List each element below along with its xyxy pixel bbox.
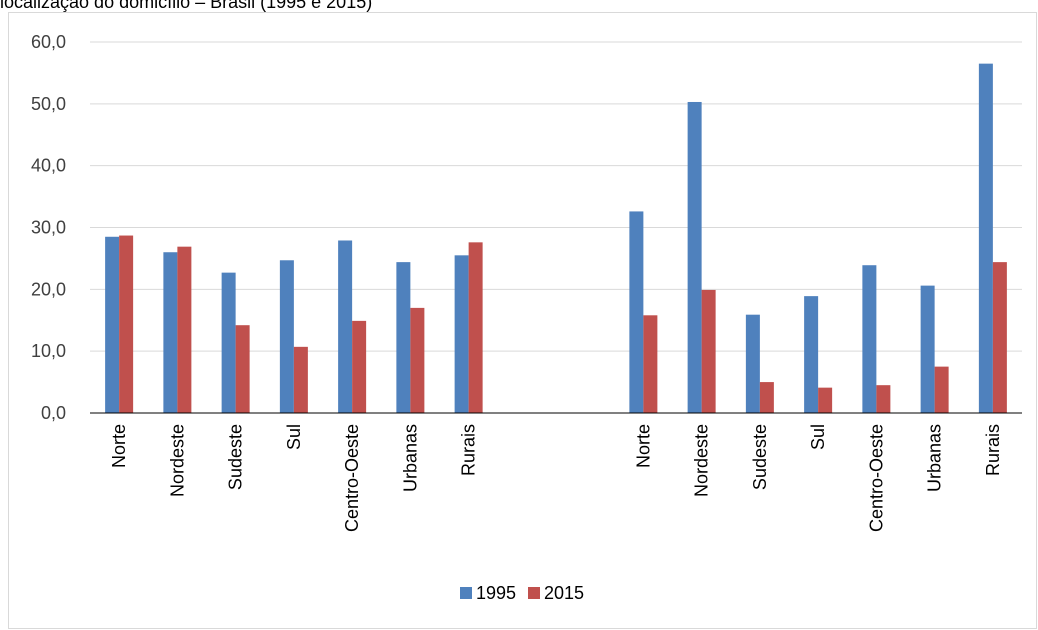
legend-swatch	[528, 587, 540, 599]
bar-2015	[410, 307, 425, 413]
bar-2015	[235, 325, 250, 413]
x-category-label: Sul	[808, 424, 828, 450]
bar-2015	[352, 320, 367, 413]
legend-swatch	[460, 587, 472, 599]
bars	[105, 63, 1007, 414]
x-category-label: Urbanas	[925, 424, 945, 492]
x-category-label: Nordeste	[692, 424, 712, 497]
x-category-label: Sudeste	[226, 424, 246, 490]
x-category-label: Centro-Oeste	[342, 424, 362, 532]
bar-1995	[978, 63, 993, 414]
x-category-label: Urbanas	[400, 424, 420, 492]
bar-1995	[862, 265, 877, 413]
x-category-label: Sudeste	[750, 424, 770, 490]
bar-2015	[468, 242, 483, 413]
y-tick-label: 20,0	[31, 279, 66, 299]
bar-1995	[279, 260, 294, 413]
bar-1995	[920, 285, 935, 413]
y-tick-label: 10,0	[31, 341, 66, 361]
bar-2015	[177, 246, 192, 413]
y-tick-label: 0,0	[41, 403, 66, 423]
bar-2015	[876, 385, 891, 413]
x-category-label: Nordeste	[167, 424, 187, 497]
bar-1995	[396, 262, 411, 413]
legend-label: 1995	[476, 583, 516, 603]
bar-1995	[687, 101, 702, 413]
x-category-label: Sul	[284, 424, 304, 450]
bar-1995	[629, 211, 644, 413]
x-category-label: Rurais	[983, 424, 1003, 476]
bar-2015	[701, 289, 716, 413]
bar-1995	[804, 296, 819, 413]
bar-1995	[163, 252, 178, 413]
y-tick-label: 60,0	[31, 32, 66, 52]
bar-1995	[221, 272, 236, 413]
bar-2015	[818, 387, 833, 413]
bar-2015	[119, 235, 134, 413]
y-tick-label: 50,0	[31, 94, 66, 114]
x-category-label: Norte	[109, 424, 129, 468]
bar-2015	[643, 315, 658, 413]
bar-1995	[338, 240, 353, 413]
y-tick-label: 30,0	[31, 218, 66, 238]
y-axis-tick-labels: 0,0 10,0 20,0 30,0 40,0 50,0 60,0	[31, 32, 66, 423]
legend-label: 2015	[544, 583, 584, 603]
bar-1995	[745, 314, 760, 413]
bar-2015	[759, 382, 774, 413]
bar-2015	[934, 366, 949, 413]
legend: 1995 2015	[460, 583, 584, 603]
chart-frame	[8, 12, 1037, 629]
x-axis-category-labels: Norte Nordeste Sudeste Sul Centro-Oeste Urban…	[109, 424, 1003, 532]
x-category-label: Centro-Oeste	[866, 424, 886, 532]
bar-2015	[992, 262, 1007, 413]
x-category-label: Norte	[633, 424, 653, 468]
bar-2015	[293, 346, 308, 413]
chart-title: localização do domicílio – Brasil (1995 …	[0, 0, 373, 12]
bar-1995	[105, 236, 120, 413]
x-category-label: Rurais	[459, 424, 479, 476]
y-tick-label: 40,0	[31, 156, 66, 176]
bar-1995	[454, 255, 469, 413]
